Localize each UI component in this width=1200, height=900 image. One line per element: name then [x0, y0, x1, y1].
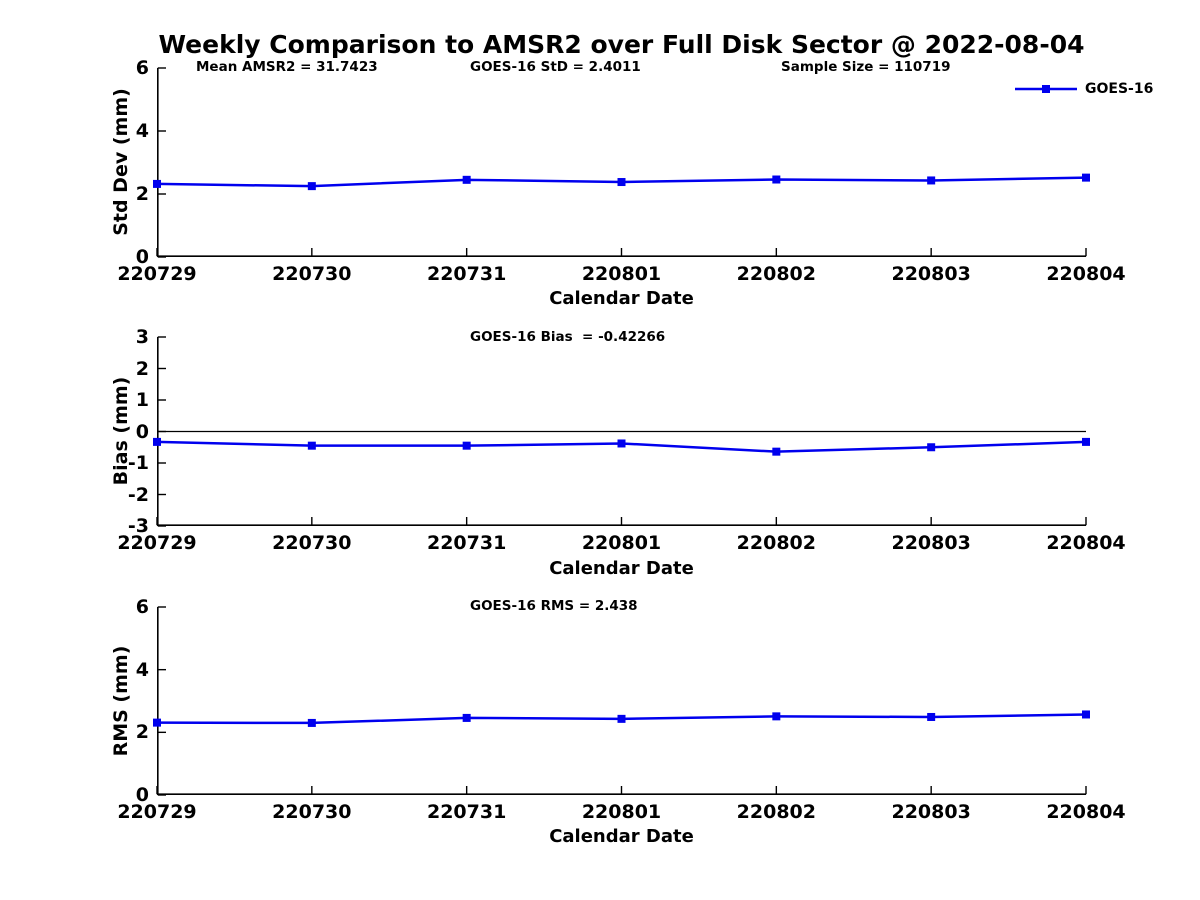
data-point-marker: [927, 712, 936, 721]
y-axis-label-text: Std Dev (mm): [110, 88, 132, 236]
data-point-marker: [307, 718, 316, 727]
x-tick-label: 220802: [736, 801, 816, 823]
data-point-marker: [307, 182, 316, 191]
x-tick-label: 220730: [272, 532, 352, 554]
y-tick-label: 0: [135, 420, 149, 443]
x-tick-label: 220803: [891, 532, 971, 554]
plot-area-std-dev: [153, 67, 1090, 258]
x-tick-label: 220802: [736, 263, 816, 285]
x-tick-label: 220804: [1046, 801, 1126, 823]
x-tick-label: 220804: [1046, 263, 1126, 285]
y-tick-label: 6: [135, 596, 149, 618]
x-tick-label: 220803: [891, 263, 971, 285]
legend-line-marker-icon: [1015, 85, 1077, 93]
x-tick-label: 220801: [581, 263, 662, 285]
data-point-marker: [153, 179, 161, 188]
y-tick-label: 2: [135, 183, 149, 205]
data-point-marker: [1082, 173, 1090, 182]
y-tick-label: 3: [135, 326, 149, 348]
data-point-marker: [617, 714, 626, 723]
y-tick-label: 4: [135, 658, 149, 681]
x-tick-label: 220731: [426, 801, 507, 823]
y-tick-label: -3: [127, 515, 149, 537]
y-tick-label: 0: [135, 784, 149, 806]
x-tick-label: 220801: [581, 801, 662, 823]
data-point-marker: [772, 712, 781, 721]
x-tick-label: 220730: [272, 801, 352, 823]
data-point-marker: [1082, 437, 1090, 446]
y-tick-label: -1: [127, 452, 149, 474]
y-tick-label: 0: [135, 246, 149, 268]
data-point-marker: [153, 718, 161, 727]
y-tick-label: 2: [135, 721, 149, 744]
legend: GOES-16: [1014, 81, 1153, 97]
data-point-marker: [927, 443, 936, 452]
x-tick-label: 220729: [117, 801, 197, 823]
annotation-goes16-std: GOES-16 StD = 2.4011: [470, 59, 641, 75]
x-axis-label-bias: Calendar Date: [549, 558, 694, 579]
x-tick-label: 220731: [426, 532, 507, 554]
x-axis-label-rms: Calendar Date: [549, 826, 694, 847]
x-tick-label: 220802: [736, 532, 816, 554]
data-point-marker: [462, 713, 471, 722]
data-point-marker: [772, 175, 781, 184]
data-point-marker: [462, 441, 471, 450]
plot-area-rms: [153, 606, 1090, 796]
plot-area-bias: [153, 336, 1090, 527]
chart-title: Weekly Comparison to AMSR2 over Full Dis…: [158, 30, 1085, 59]
data-point-marker: [307, 441, 316, 450]
annotation-sample-size: Sample Size = 110719: [781, 59, 951, 75]
x-tick-label: 220731: [426, 263, 507, 285]
y-tick-label: 6: [135, 57, 149, 79]
annotation-goes16-bias: GOES-16 Bias = -0.42266: [470, 329, 666, 345]
data-point-marker: [772, 447, 781, 456]
legend-marker: [1042, 85, 1050, 93]
x-tick-label: 220730: [272, 263, 352, 285]
x-tick-label: 220801: [581, 532, 662, 554]
data-point-marker: [153, 437, 161, 446]
y-tick-label: 1: [135, 389, 149, 411]
x-tick-label: 220729: [117, 263, 197, 285]
x-tick-label: 220729: [117, 532, 197, 554]
data-point-marker: [1082, 710, 1090, 719]
x-tick-label: 220804: [1046, 532, 1126, 554]
data-point-marker: [617, 439, 626, 448]
annotation-mean-amsr2: Mean AMSR2 = 31.7423: [196, 59, 378, 75]
legend-label: GOES-16: [1085, 81, 1154, 97]
y-tick-label: -2: [127, 483, 149, 506]
y-tick-label: 2: [135, 357, 149, 380]
data-point-marker: [927, 176, 936, 185]
x-axis-label-std-dev: Calendar Date: [549, 288, 694, 309]
data-point-marker: [617, 178, 626, 187]
x-tick-label: 220803: [891, 801, 971, 823]
annotation-goes16-rms: GOES-16 RMS = 2.438: [470, 598, 638, 614]
y-tick-label: 4: [135, 120, 149, 142]
data-point-marker: [462, 175, 471, 184]
